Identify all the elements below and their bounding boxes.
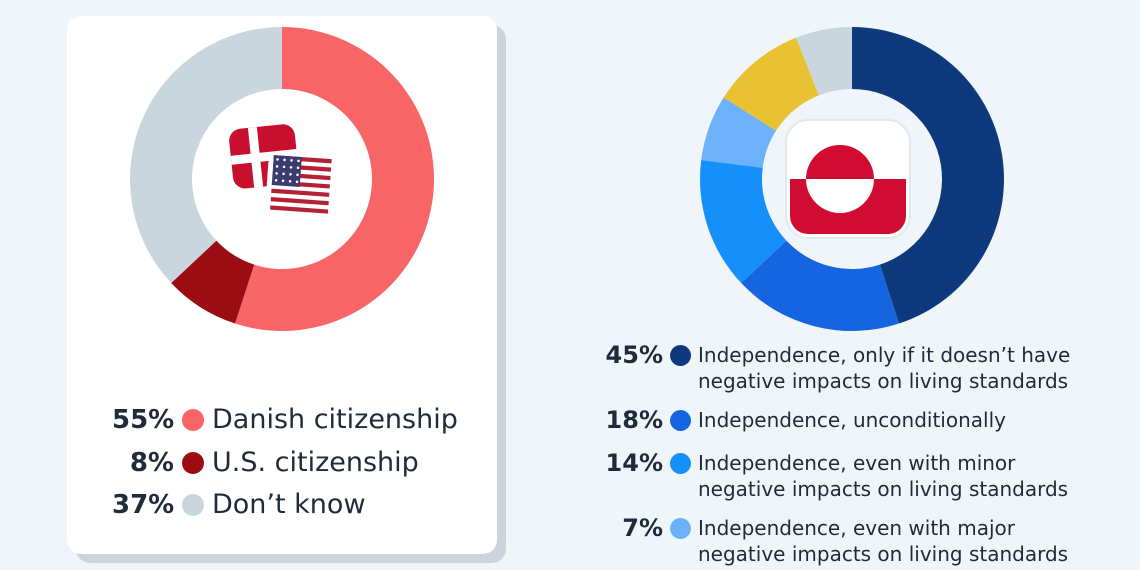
- greenland-flag-icon: [785, 119, 911, 239]
- legend-swatch-danish: [182, 409, 204, 431]
- legend-swatch-independence-no-impact: [670, 345, 691, 366]
- donut-slice-independence-only-if-it-doesn-t-have-neg: [852, 27, 1004, 324]
- legend-value-independence-no-impact: 45%: [605, 341, 663, 369]
- left-donut-chart: [130, 27, 435, 331]
- legend-label-us: U.S. citizenship: [212, 447, 419, 478]
- legend-item-independence-major-impact: 7% Independence, even with major negativ…: [603, 515, 1103, 567]
- legend-value-independence-major-impact: 7%: [622, 514, 663, 542]
- donut-slice-danish-citizenship: [235, 27, 435, 331]
- us-flag-icon: [265, 150, 337, 220]
- donut-slice-independence-unconditionally: [741, 240, 899, 331]
- legend-value-dont-know: 37%: [112, 490, 175, 520]
- donut-slice-u-s-citizenship: [171, 240, 255, 324]
- legend-label-independence-unconditional: Independence, unconditionally: [698, 408, 1006, 432]
- donut-slice-don-t-know: [130, 27, 282, 284]
- legend-label-independence-minor-impact: Independence, even with minor negative i…: [698, 451, 1069, 501]
- legend-swatch-us: [182, 452, 204, 474]
- donut-slice-independence-even-with-minor-negative-im: [700, 159, 787, 284]
- legend-value-danish: 55%: [112, 405, 175, 435]
- legend-item-danish: 55% Danish citizenship: [112, 404, 458, 436]
- legend-value-independence-unconditional: 18%: [605, 406, 663, 434]
- legend-value-us: 8%: [129, 448, 174, 478]
- legend-label-danish: Danish citizenship: [212, 404, 458, 435]
- legend-item-dont-know: 37% Don’t know: [112, 489, 366, 521]
- legend-item-independence-minor-impact: 14% Independence, even with minor negati…: [603, 450, 1103, 502]
- legend-swatch-independence-minor-impact: [670, 453, 691, 474]
- legend-item-independence-unconditional: 18% Independence, unconditionally: [603, 407, 1103, 433]
- legend-swatch-independence-unconditional: [670, 410, 691, 431]
- legend-swatch-independence-major-impact: [670, 518, 691, 539]
- legend-value-independence-minor-impact: 14%: [605, 449, 663, 477]
- right-donut-chart: [700, 27, 1004, 331]
- legend-label-independence-no-impact: Independence, only if it doesn’t have ne…: [698, 343, 1071, 393]
- donut-slice-independence-even-with-major-negative-im: [701, 97, 777, 168]
- legend-item-us: 8% U.S. citizenship: [112, 447, 419, 479]
- legend-label-dont-know: Don’t know: [212, 489, 366, 520]
- legend-label-independence-major-impact: Independence, even with major negative i…: [698, 516, 1069, 566]
- legend-swatch-dont-know: [182, 494, 204, 516]
- donut-slice-segment-6: [796, 27, 852, 96]
- legend-item-independence-no-impact: 45% Independence, only if it doesn’t hav…: [603, 342, 1103, 394]
- donut-slice-segment-5: [723, 37, 819, 131]
